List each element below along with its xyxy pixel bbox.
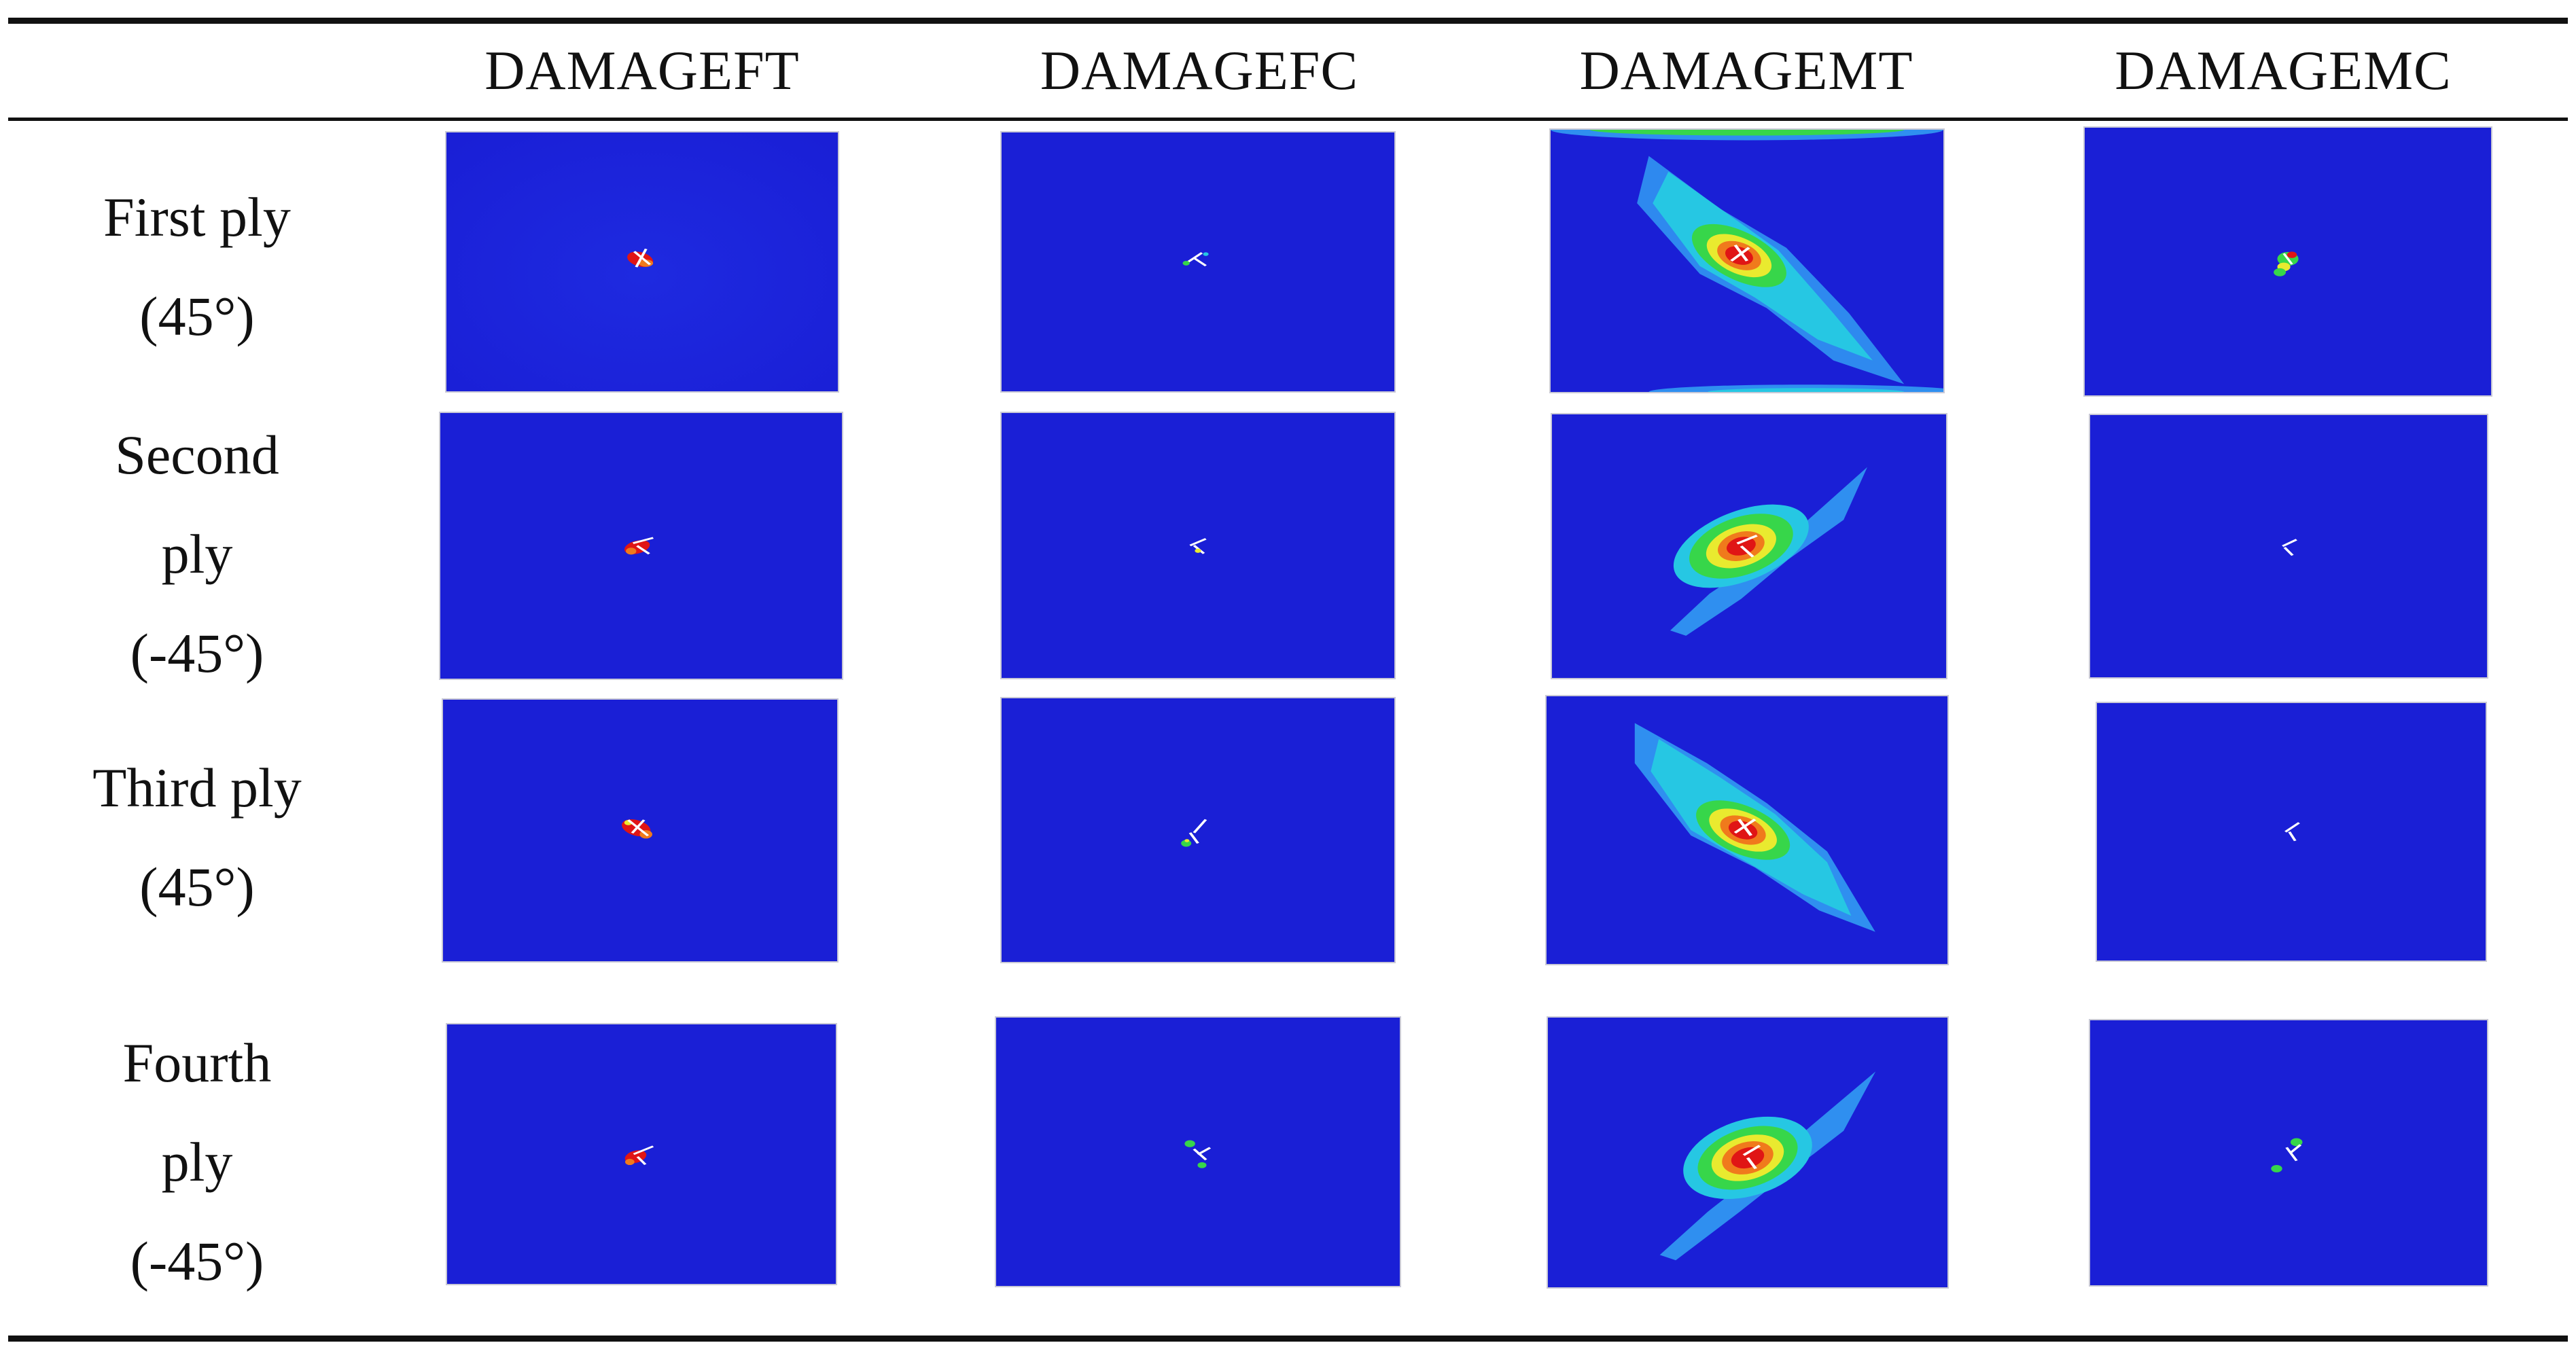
row-label-line: ply: [161, 523, 233, 585]
column-header-damagefc: DAMAGEFC: [1040, 39, 1359, 101]
contour-image-ply3-damagefc: [1000, 697, 1396, 963]
row-label-line: Third ply: [92, 757, 302, 819]
contour-image-ply4-damagefc: [995, 1016, 1401, 1287]
contour-image-ply4-damageft: [446, 1023, 837, 1285]
contour-image-ply3-damagemc: [2096, 702, 2487, 962]
contour-image-ply2-damagemc: [2089, 414, 2488, 679]
row-label-line: Second: [115, 424, 279, 486]
contour-image-ply1-damagemt: [1549, 128, 1945, 393]
contour-image-ply1-damagemc: [2083, 126, 2492, 397]
column-header-damageft: DAMAGEFT: [484, 39, 800, 101]
column-header-damagemc: DAMAGEMC: [2115, 39, 2452, 101]
row-label-third-ply: Third ply (45°): [27, 738, 367, 937]
contour-image-ply2-damagemt: [1551, 413, 1947, 679]
row-label-fourth-ply: Fourth ply (-45°): [27, 1014, 367, 1311]
table-top-rule: [8, 18, 2568, 24]
contour-image-ply3-damagemt: [1545, 695, 1949, 965]
contour-image-ply4-damagemt: [1547, 1016, 1949, 1289]
row-label-second-ply: Second ply (-45°): [27, 406, 367, 703]
contour-image-ply2-damageft: [439, 412, 843, 680]
contour-image-ply4-damagemc: [2089, 1019, 2488, 1287]
row-label-line: (-45°): [130, 622, 264, 684]
row-label-line: (-45°): [130, 1230, 264, 1292]
row-label-line: (45°): [139, 285, 255, 347]
row-label-line: First ply: [103, 186, 291, 248]
row-label-first-ply: First ply (45°): [27, 168, 367, 366]
table-bottom-rule: [8, 1336, 2568, 1342]
row-label-line: (45°): [139, 856, 255, 918]
contour-image-ply1-damagefc: [1000, 131, 1396, 393]
contour-image-ply3-damageft: [442, 698, 839, 963]
column-header-damagemt: DAMAGEMT: [1579, 39, 1913, 101]
table-header-rule: [8, 118, 2568, 121]
row-label-line: ply: [161, 1131, 233, 1193]
contour-image-ply1-damageft: [445, 131, 839, 393]
row-label-line: Fourth: [122, 1032, 272, 1094]
contour-image-ply2-damagefc: [1000, 412, 1396, 679]
